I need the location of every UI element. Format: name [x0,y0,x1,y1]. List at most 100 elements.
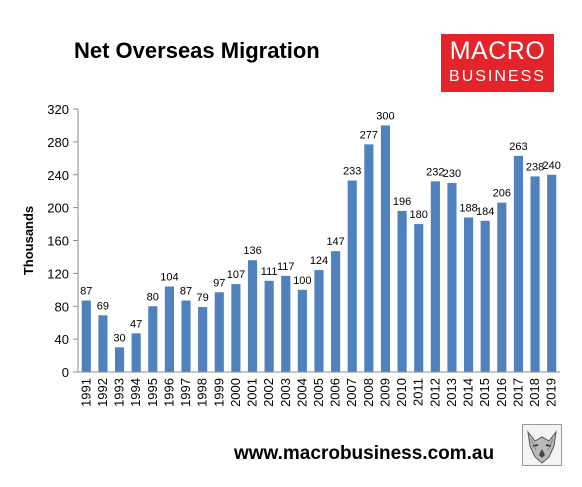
data-label: 104 [160,272,178,284]
x-tick-label: 2004 [294,378,309,407]
x-tick-label: 2019 [544,378,559,407]
data-label: 30 [113,332,125,344]
x-tick-label: 1995 [145,378,160,407]
bar [231,284,241,372]
x-tick-label: 1994 [128,378,143,407]
x-tick-label: 1991 [78,378,93,407]
data-label: 107 [227,269,245,281]
bar [380,125,391,372]
x-tick-label: 2017 [510,378,525,407]
data-label: 233 [343,166,361,178]
bar [81,300,91,372]
x-tick-label: 2005 [311,378,326,407]
chart-title: Net Overseas Migration [74,38,320,63]
bar [264,280,274,372]
data-label: 232 [426,166,444,178]
data-label: 87 [180,285,192,297]
data-label: 111 [261,266,278,278]
x-tick-label: 2009 [377,378,392,407]
x-tick-label: 2018 [527,378,542,407]
data-label: 124 [310,255,328,267]
x-tick-label: 2015 [477,378,492,407]
bar [364,144,374,372]
bar [131,333,141,372]
x-tick-label: 2000 [228,378,243,407]
data-label: 47 [130,318,142,330]
data-label: 100 [293,275,311,287]
x-tick-label: 1998 [195,378,210,407]
y-tick-label: 40 [55,332,69,347]
x-tick-label: 2007 [344,378,359,407]
macrobusiness-logo: MACRO BUSINESS [441,34,554,92]
x-tick-label: 2016 [494,378,509,407]
x-tick-label: 2001 [245,378,260,407]
x-tick-label: 1992 [95,378,110,407]
bar [281,275,291,372]
x-tick-label: 2012 [427,378,442,407]
y-tick-label: 280 [47,135,69,150]
bar [447,182,457,372]
data-label: 300 [376,110,394,122]
bar [198,307,208,372]
data-label: 277 [360,129,378,141]
y-tick-label: 200 [47,201,69,216]
bar [513,155,524,372]
y-tick-label: 160 [47,234,69,249]
y-axis-title: Thousands [21,206,36,275]
wolf-icon [522,424,562,466]
data-label: 184 [476,206,494,218]
bar [98,315,108,372]
x-tick-label: 1997 [178,378,193,407]
bar [547,174,557,372]
logo-line-1: MACRO [449,37,546,65]
data-label: 97 [213,277,225,289]
bar [148,306,158,372]
data-label: 87 [80,285,92,297]
bar [480,220,490,372]
data-label: 79 [197,292,209,304]
data-label: 80 [147,291,159,303]
bar [214,292,224,372]
x-tick-label: 2008 [361,378,376,407]
bar [464,217,474,372]
logo-line-2: BUSINESS [449,68,546,85]
bar [414,224,424,372]
bar [347,180,357,372]
x-tick-label: 2014 [461,378,476,407]
bar [114,347,125,372]
x-tick-label: 1999 [211,378,226,407]
website-url: www.macrobusiness.com.au [234,443,495,464]
data-label: 136 [243,245,261,257]
y-tick-label: 0 [62,365,69,380]
bar [164,286,174,372]
data-label: 196 [393,196,411,208]
data-label: 180 [410,209,428,221]
x-tick-label: 2002 [261,378,276,407]
x-tick-label: 2011 [411,378,426,406]
data-label: 188 [459,202,477,214]
bar [331,251,341,372]
y-tick-label: 120 [47,266,69,281]
bar [181,300,191,372]
y-tick-label: 80 [55,299,69,314]
x-tick-label: 2013 [444,378,459,407]
data-label: 69 [97,300,109,312]
bar [430,181,440,372]
x-tick-label: 1993 [112,378,127,407]
bar [497,202,507,372]
bar [247,260,258,372]
data-label: 238 [526,161,544,173]
data-label: 206 [493,188,511,200]
y-tick-label: 240 [47,168,69,183]
y-tick-label: 320 [47,102,69,117]
bar [397,210,407,372]
bar [314,270,324,372]
x-tick-label: 2003 [278,378,293,407]
data-label: 147 [326,236,344,248]
x-tick-label: 2010 [394,378,409,407]
x-tick-label: 1996 [161,378,176,407]
data-label: 263 [509,141,527,153]
bar [530,176,540,372]
data-label: 240 [543,160,561,172]
